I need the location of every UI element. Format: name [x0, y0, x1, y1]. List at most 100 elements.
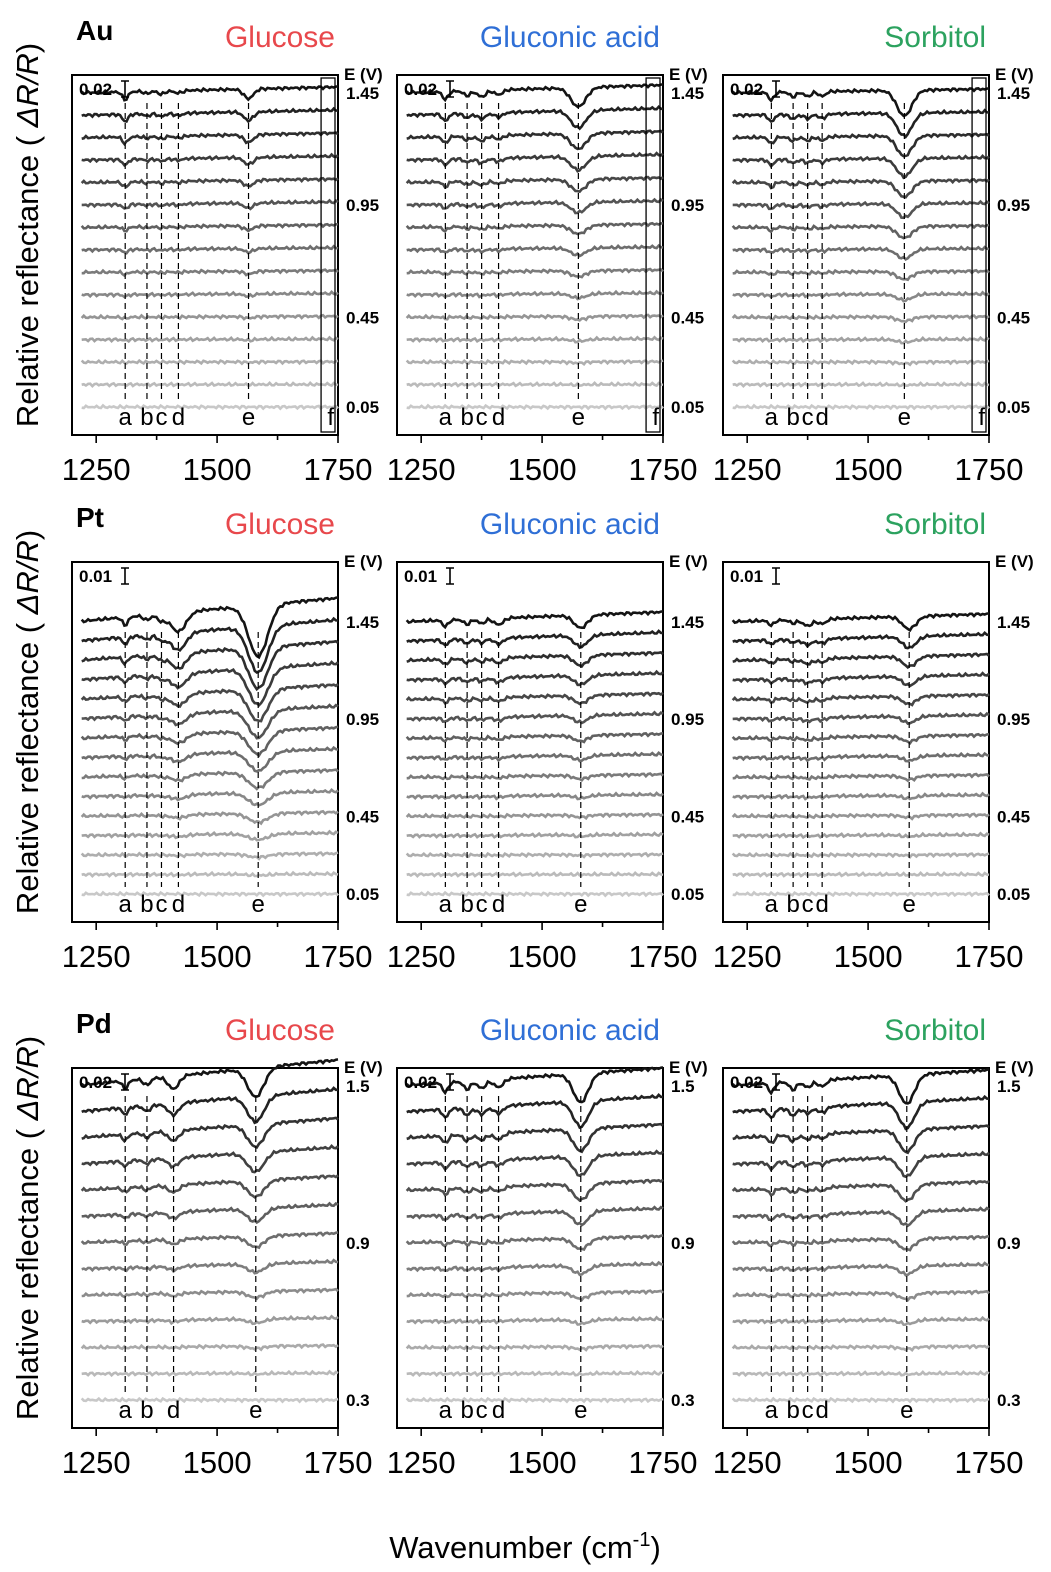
- spectrum-line: [405, 691, 664, 706]
- spectrum-line: [731, 1396, 990, 1404]
- plot-frame: [396, 561, 664, 923]
- spectrum-line: [81, 829, 339, 842]
- spectrum-line: [406, 1315, 664, 1326]
- potential-tick-label: 0.05: [346, 885, 379, 904]
- spectrum-line: [406, 380, 664, 388]
- y-axis-label-variable: ΔR/R: [10, 1046, 45, 1121]
- spectrum-line: [406, 751, 664, 763]
- spectrum-line: [81, 1201, 339, 1225]
- spectrum-line: [732, 1315, 990, 1327]
- spectrum-line: [406, 1289, 664, 1302]
- spectrum-line: [405, 358, 664, 366]
- spectrum-line: [81, 1258, 339, 1275]
- panel-title: Gluconic acid: [480, 1014, 660, 1047]
- spectrum-line: [81, 745, 339, 773]
- spectrum-line: [732, 153, 990, 180]
- panel-pt-glucose: a b c d e 0.01 Glucose Pt E (V) 1.45 0.95 0.45 0.05 1…: [62, 502, 383, 974]
- spectrum-line: [406, 243, 664, 258]
- spectrum-line: [81, 1086, 338, 1125]
- spectrum-line: [732, 772, 990, 783]
- peak-label: d: [492, 404, 505, 431]
- scale-bar: [446, 80, 454, 98]
- spectrum-line: [405, 1178, 664, 1203]
- x-tick-label: 1500: [834, 452, 903, 487]
- potential-tick-label: 0.05: [997, 885, 1030, 904]
- spectrum-line: [732, 1206, 990, 1228]
- panel-title: Sorbitol: [884, 508, 986, 541]
- spectrum-line: [732, 1289, 990, 1302]
- peak-label: e: [249, 1397, 262, 1424]
- potential-unit-label: E (V): [669, 1058, 708, 1077]
- scale-bar-label: 0.02: [404, 80, 437, 99]
- potential-tick-label: 1.45: [997, 84, 1030, 103]
- potential-tick-label: 0.3: [346, 1391, 370, 1410]
- potential-unit-label: E (V): [995, 552, 1034, 571]
- peak-label: c: [476, 1397, 488, 1424]
- x-tick-label: 1750: [304, 1445, 373, 1480]
- spectrum-line: [405, 731, 664, 744]
- spectrum-line: [406, 1093, 664, 1130]
- peak-label: a: [439, 891, 453, 918]
- x-tick-label: 1250: [387, 939, 456, 974]
- x-axis-label-sup: -1: [633, 1529, 651, 1551]
- x-tick-label: 1500: [508, 452, 577, 487]
- peak-label: c: [155, 891, 167, 918]
- spectrum-line: [81, 381, 339, 388]
- spectrum-line: [406, 1260, 664, 1277]
- spectrum-line: [406, 791, 664, 801]
- potential-tick-label: 0.45: [997, 308, 1030, 327]
- scale-bar: [446, 567, 454, 585]
- spectrum-line: [405, 812, 664, 821]
- spectrum-line: [406, 1205, 664, 1227]
- spectrum-line: [406, 890, 664, 898]
- panel-pd-gluconic-acid: a b c d e 0.02 Gluconic acid E (V)1.5 0.9 0.3 1250…: [387, 1014, 708, 1480]
- scale-bar: [772, 80, 780, 98]
- peak-label: a: [439, 404, 453, 431]
- peak-label: a: [439, 1397, 453, 1424]
- peak-label: a: [765, 891, 779, 918]
- spectrum-line: [81, 1314, 339, 1326]
- potential-tick-label: 0.95: [346, 710, 379, 729]
- spectrum-line: [732, 381, 990, 388]
- spectrum-line: [731, 1234, 990, 1252]
- y-axis-label-suffix: ): [10, 43, 45, 53]
- potential-unit-label: E (V): [344, 65, 383, 84]
- peak-label: d: [172, 891, 185, 918]
- plot-frame: [722, 74, 990, 436]
- region-f-box: [320, 77, 336, 433]
- potential-tick-label: 0.95: [346, 196, 379, 215]
- potential-tick-label: 0.3: [997, 1391, 1021, 1410]
- x-tick-label: 1750: [629, 939, 698, 974]
- peak-label: b: [786, 1397, 799, 1424]
- y-axis-label-prefix: Relative reflectance (: [10, 614, 45, 914]
- y-axis-label-variable: ΔR/R: [10, 540, 45, 615]
- x-tick-label: 1250: [62, 452, 131, 487]
- potential-tick-label: 1.45: [997, 613, 1030, 632]
- panel-title: Sorbitol: [884, 1014, 986, 1047]
- potential-tick-label: 1.45: [346, 613, 379, 632]
- y-axis-label-prefix: Relative reflectance (: [10, 1120, 45, 1420]
- spectrum-line: [732, 403, 990, 411]
- scale-bar-label: 0.01: [79, 567, 112, 586]
- spectrum-line: [81, 639, 339, 692]
- peak-label: c: [802, 1397, 814, 1424]
- panel-pd-glucose: a b d e 0.02 Glucose Pd E (V)1.5 0.9 0.3 1250 1500 1…: [62, 1008, 383, 1480]
- potential-unit-label: E (V): [344, 552, 383, 571]
- spectrum-line: [731, 812, 990, 821]
- spectrum-line: [81, 106, 339, 124]
- potential-tick-label: 1.5: [997, 1077, 1021, 1096]
- panel-title: Gluconic acid: [480, 508, 660, 541]
- y-axis-label-suffix: ): [10, 1036, 45, 1046]
- peak-label: b: [140, 404, 153, 431]
- panel-title: Gluconic acid: [480, 21, 660, 54]
- peak-label: e: [574, 1397, 587, 1424]
- potential-tick-label: 0.45: [346, 308, 379, 327]
- peak-label: d: [167, 1397, 180, 1424]
- spectrum-line: [731, 692, 990, 707]
- peak-label: e: [900, 1397, 913, 1424]
- x-tick-label: 1500: [834, 1445, 903, 1480]
- spectrum-line: [731, 851, 990, 859]
- scale-bar-label: 0.02: [730, 80, 763, 99]
- metal-label: Pd: [76, 1008, 112, 1039]
- potential-tick-label: 0.9: [997, 1234, 1021, 1253]
